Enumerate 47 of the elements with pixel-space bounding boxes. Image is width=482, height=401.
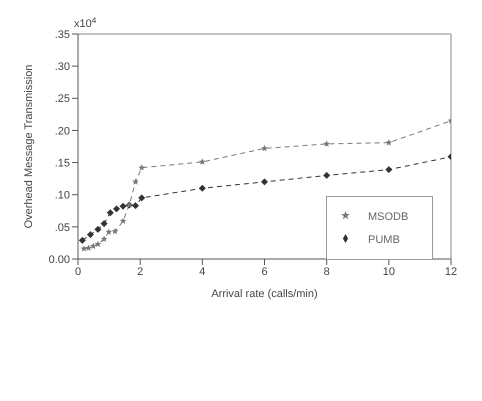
point <box>94 240 102 248</box>
point <box>198 184 206 192</box>
point <box>80 245 88 252</box>
y-tick-label: .10 <box>54 190 70 202</box>
point <box>261 178 268 186</box>
y-tick-label: .15 <box>54 157 70 170</box>
legend-label: MSODB <box>368 211 408 223</box>
x-tick-label: 0 <box>74 266 82 278</box>
text: x10$^{4}$ <box>74 16 97 30</box>
y-tick-label: .20 <box>54 125 70 138</box>
x-tick-label: 10 <box>382 266 395 278</box>
x-tick-label: 4 <box>199 266 206 278</box>
point <box>323 140 330 147</box>
y-tick-label: .25 <box>54 93 70 106</box>
point <box>100 220 108 228</box>
point <box>120 202 127 210</box>
point <box>113 205 120 212</box>
point <box>261 144 268 152</box>
y-tick-label: 0.00 <box>48 254 70 266</box>
point <box>132 202 140 210</box>
point <box>85 244 92 251</box>
x-tick-label: 6 <box>261 266 268 278</box>
point <box>105 228 112 235</box>
x-axis-title: Arrival rate (calls/min) <box>211 288 318 300</box>
point <box>138 164 146 171</box>
x-tick-label: 8 <box>324 266 330 278</box>
point <box>120 218 126 224</box>
point <box>323 172 330 179</box>
point <box>199 158 206 165</box>
point <box>385 166 392 174</box>
point <box>94 226 102 233</box>
x-tick-label: 2 <box>137 266 144 278</box>
y-tick-label: .05 <box>54 222 70 234</box>
x-tick-label: 12 <box>444 266 458 278</box>
legend-label: PUMB <box>368 234 400 246</box>
point <box>86 231 94 238</box>
point <box>386 139 392 146</box>
point <box>78 236 86 244</box>
y-tick-label: .30 <box>54 61 70 74</box>
y-axis-title: Overhead Message Transmission <box>22 64 35 228</box>
y-tick-label: .35 <box>54 28 70 41</box>
point <box>132 178 139 185</box>
point <box>112 228 118 234</box>
point <box>138 194 146 202</box>
point <box>106 209 114 216</box>
point <box>90 242 97 249</box>
point <box>100 236 108 242</box>
